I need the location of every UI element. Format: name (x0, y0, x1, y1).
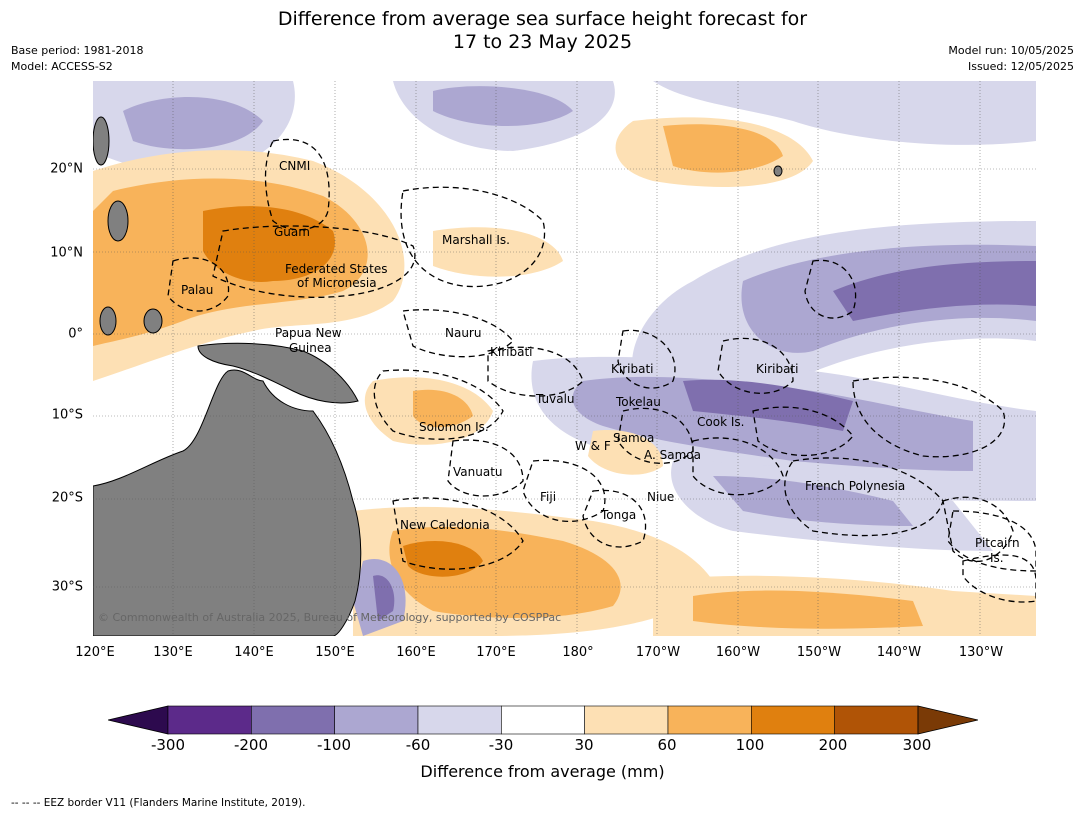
label-solomon: Solomon Is. (419, 420, 489, 434)
x-tick-2: 140°E (234, 645, 274, 660)
cb-label-3: -60 (405, 736, 431, 754)
anomaly-field (93, 81, 1036, 636)
base-period: Base period: 1981-2018 (11, 44, 144, 57)
label-niue: Niue (647, 490, 674, 504)
label-kiribati-w: Kiribati (490, 345, 532, 359)
label-pitcairn-1: Pitcairn (975, 536, 1020, 550)
x-tick-0: 120°E (75, 645, 115, 660)
title-line-2: 17 to 23 May 2025 (452, 31, 633, 53)
colorbar-title: Difference from average (mm) (420, 762, 665, 781)
model-run: Model run: 10/05/2025 (948, 44, 1074, 57)
label-cook: Cook Is. (697, 415, 744, 429)
label-guam: Guam (274, 225, 310, 239)
x-tick-7: 170°W (635, 645, 681, 660)
x-tick-3: 150°E (315, 645, 355, 660)
x-tick-1: 130°E (153, 645, 193, 660)
y-tick-3: 10°S (51, 407, 83, 423)
colorbar-cells (108, 705, 978, 735)
region-labels: CNMI Guam Marshall Is. Federated States … (98, 159, 1020, 624)
label-tuvalu: Tuvalu (535, 392, 575, 406)
cb-label-6: 60 (657, 736, 677, 754)
label-png-1: Papua New (275, 326, 342, 340)
model-name: Model: ACCESS-S2 (11, 60, 113, 73)
copyright-note: © Commonwealth of Australia 2025, Bureau… (98, 611, 561, 624)
eez-borders (167, 138, 1036, 603)
colorbar-min-extend (108, 705, 169, 735)
colorbar-cell-8 (834, 705, 919, 735)
colorbar-cell-4 (501, 705, 585, 735)
colorbar-cell-1 (251, 705, 335, 735)
cb-label-5: 30 (574, 736, 594, 754)
y-tick-0: 20°N (50, 161, 83, 177)
label-vanuatu: Vanuatu (453, 465, 503, 479)
y-tick-2: 0° (68, 326, 83, 342)
label-palau: Palau (181, 283, 213, 297)
cb-label-4: -30 (488, 736, 514, 754)
label-new-caledonia: New Caledonia (400, 518, 490, 532)
label-tonga: Tonga (600, 508, 636, 522)
label-fiji: Fiji (540, 490, 556, 504)
label-pitcairn-2: Is. (990, 551, 1004, 565)
colorbar-cell-6 (667, 705, 752, 735)
x-tick-10: 140°W (876, 645, 922, 660)
label-tokelau: Tokelau (615, 395, 661, 409)
label-kiribati-c: Kiribati (611, 362, 653, 376)
x-tick-11: 130°W (958, 645, 1004, 660)
cb-label-2: -100 (316, 736, 352, 754)
cb-label-7: 100 (735, 736, 765, 754)
meta-right: Model run: 10/05/2025 Issued: 12/05/2025 (948, 43, 1074, 75)
label-cnmi: CNMI (279, 159, 310, 173)
x-tick-6: 180° (562, 645, 594, 660)
label-asamoa: A. Samoa (644, 448, 701, 462)
colorbar-max-extend (917, 705, 978, 735)
colorbar-cell-2 (334, 705, 419, 735)
label-png-2: Guinea (289, 341, 332, 355)
x-tick-5: 170°E (476, 645, 516, 660)
label-french-polynesia: French Polynesia (805, 479, 905, 493)
cb-label-9: 300 (902, 736, 932, 754)
sea-level-map: CNMI Guam Marshall Is. Federated States … (93, 81, 1036, 636)
colorbar-cell-7 (751, 705, 835, 735)
label-marshall: Marshall Is. (442, 233, 510, 247)
meta-left: Base period: 1981-2018 Model: ACCESS-S2 (11, 43, 143, 75)
label-wf: W & F (575, 439, 611, 453)
colorbar-cell-3 (417, 705, 502, 735)
cb-label-0: -300 (150, 736, 186, 754)
y-tick-1: 10°N (50, 245, 83, 261)
issued-date: Issued: 12/05/2025 (967, 60, 1074, 73)
label-samoa: Samoa (613, 431, 654, 445)
label-kiribati-e: Kiribati (756, 362, 798, 376)
cb-label-8: 200 (818, 736, 848, 754)
title-line-1: Difference from average sea surface heig… (277, 8, 808, 30)
cb-label-1: -200 (233, 736, 269, 754)
label-nauru: Nauru (445, 326, 481, 340)
colorbar-cell-0 (167, 705, 252, 735)
y-tick-4: 20°S (51, 490, 83, 506)
label-fsm-1: Federated States (285, 262, 387, 276)
colorbar (108, 705, 978, 735)
x-tick-9: 150°W (796, 645, 842, 660)
graticule (93, 81, 1036, 636)
eez-note: -- -- -- EEZ border V11 (Flanders Marine… (11, 797, 306, 809)
label-fsm-2: of Micronesia (297, 276, 377, 290)
x-tick-8: 160°W (715, 645, 761, 660)
land-masses (93, 116, 783, 636)
colorbar-cell-5 (584, 705, 669, 735)
chart-title: Difference from average sea surface heig… (0, 8, 1085, 54)
x-tick-4: 160°E (396, 645, 436, 660)
y-tick-5: 30°S (51, 579, 83, 595)
